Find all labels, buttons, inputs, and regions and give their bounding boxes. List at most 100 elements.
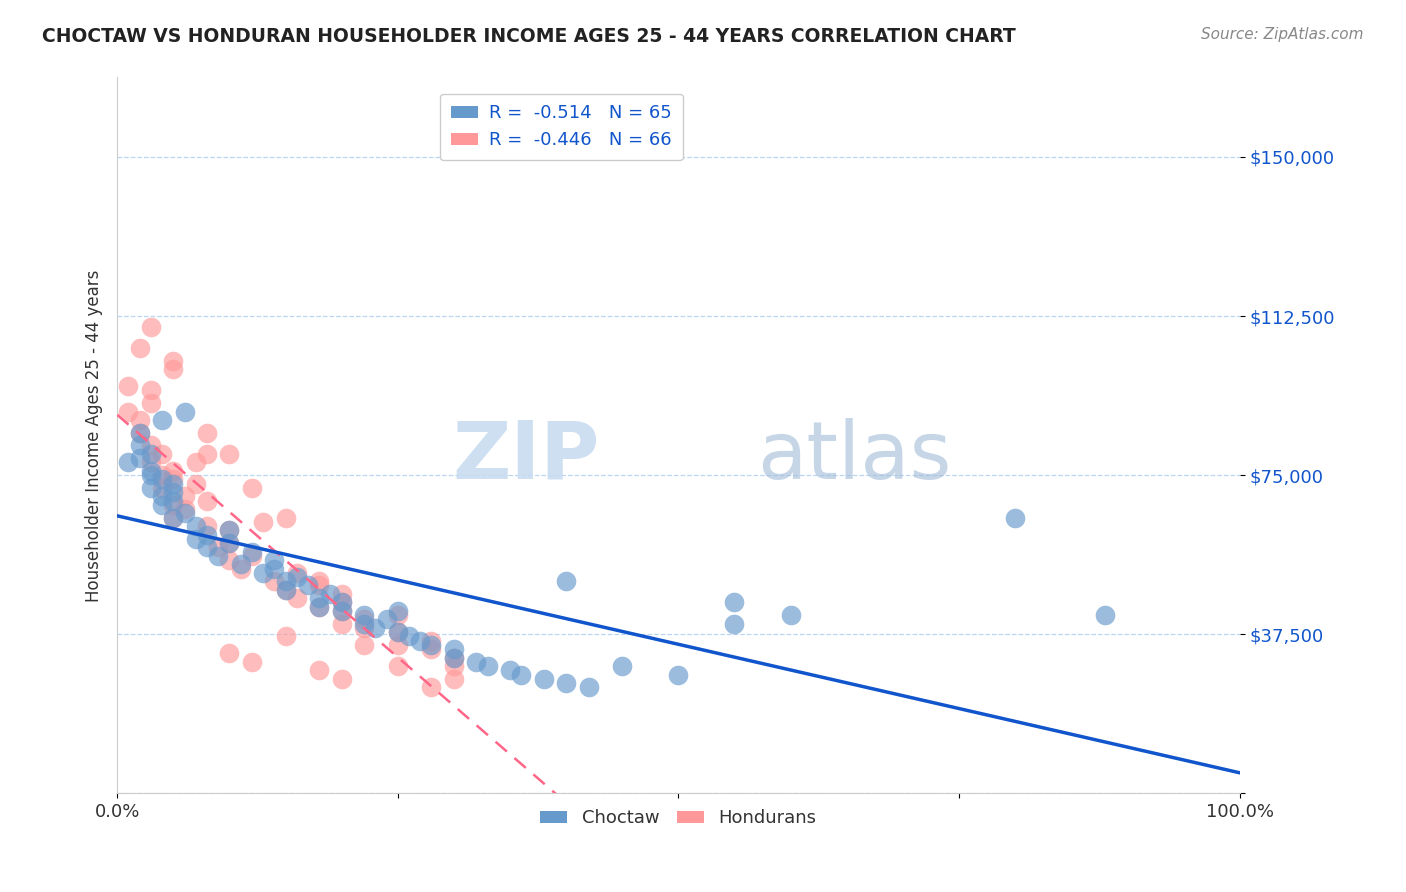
Point — [353, 638, 375, 652]
Point — [173, 489, 195, 503]
Point — [353, 616, 375, 631]
Point — [308, 578, 330, 592]
Point — [139, 455, 162, 469]
Point — [184, 519, 207, 533]
Point — [184, 476, 207, 491]
Point — [139, 481, 162, 495]
Point — [274, 510, 297, 524]
Point — [195, 519, 218, 533]
Point — [398, 629, 420, 643]
Point — [128, 341, 150, 355]
Point — [274, 582, 297, 597]
Point — [229, 558, 252, 572]
Y-axis label: Householder Income Ages 25 - 44 years: Householder Income Ages 25 - 44 years — [86, 269, 103, 601]
Point — [162, 476, 184, 491]
Point — [150, 489, 173, 503]
Point — [218, 536, 240, 550]
Point — [139, 464, 162, 478]
Point — [195, 541, 218, 555]
Point — [353, 608, 375, 623]
Point — [285, 566, 308, 580]
Point — [240, 549, 263, 563]
Point — [375, 612, 398, 626]
Point — [150, 472, 173, 486]
Point — [1094, 608, 1116, 623]
Point — [723, 616, 745, 631]
Point — [499, 663, 522, 677]
Point — [263, 553, 285, 567]
Point — [533, 672, 555, 686]
Point — [173, 507, 195, 521]
Point — [274, 629, 297, 643]
Point — [364, 621, 387, 635]
Point — [330, 616, 353, 631]
Text: ZIP: ZIP — [453, 417, 600, 496]
Point — [263, 574, 285, 589]
Point — [218, 524, 240, 538]
Point — [252, 566, 274, 580]
Point — [387, 638, 409, 652]
Point — [162, 472, 184, 486]
Point — [1004, 510, 1026, 524]
Point — [308, 663, 330, 677]
Point — [128, 413, 150, 427]
Point — [139, 396, 162, 410]
Point — [330, 595, 353, 609]
Point — [139, 468, 162, 483]
Point — [128, 451, 150, 466]
Point — [207, 541, 229, 555]
Point — [128, 438, 150, 452]
Point — [229, 561, 252, 575]
Point — [330, 604, 353, 618]
Point — [443, 642, 465, 657]
Point — [443, 650, 465, 665]
Point — [139, 447, 162, 461]
Point — [420, 681, 443, 695]
Point — [578, 681, 600, 695]
Point — [319, 587, 342, 601]
Point — [420, 638, 443, 652]
Point — [162, 498, 184, 512]
Point — [162, 353, 184, 368]
Point — [387, 625, 409, 640]
Point — [555, 574, 578, 589]
Point — [308, 591, 330, 606]
Point — [195, 447, 218, 461]
Point — [285, 570, 308, 584]
Point — [195, 527, 218, 541]
Point — [274, 574, 297, 589]
Point — [330, 595, 353, 609]
Point — [285, 591, 308, 606]
Point — [150, 468, 173, 483]
Point — [420, 642, 443, 657]
Legend: Choctaw, Hondurans: Choctaw, Hondurans — [533, 802, 824, 834]
Point — [723, 595, 745, 609]
Text: Source: ZipAtlas.com: Source: ZipAtlas.com — [1201, 27, 1364, 42]
Point — [162, 510, 184, 524]
Point — [139, 384, 162, 398]
Point — [240, 655, 263, 669]
Text: atlas: atlas — [756, 417, 952, 496]
Point — [443, 672, 465, 686]
Point — [150, 447, 173, 461]
Point — [162, 362, 184, 376]
Point — [173, 404, 195, 418]
Point — [612, 659, 634, 673]
Point — [330, 672, 353, 686]
Point — [128, 425, 150, 440]
Point — [218, 553, 240, 567]
Point — [240, 544, 263, 558]
Point — [117, 455, 139, 469]
Point — [555, 676, 578, 690]
Point — [387, 625, 409, 640]
Text: CHOCTAW VS HONDURAN HOUSEHOLDER INCOME AGES 25 - 44 YEARS CORRELATION CHART: CHOCTAW VS HONDURAN HOUSEHOLDER INCOME A… — [42, 27, 1017, 45]
Point — [128, 425, 150, 440]
Point — [353, 621, 375, 635]
Point — [297, 578, 319, 592]
Point — [308, 599, 330, 614]
Point — [443, 650, 465, 665]
Point — [274, 582, 297, 597]
Point — [162, 485, 184, 500]
Point — [195, 493, 218, 508]
Point — [308, 599, 330, 614]
